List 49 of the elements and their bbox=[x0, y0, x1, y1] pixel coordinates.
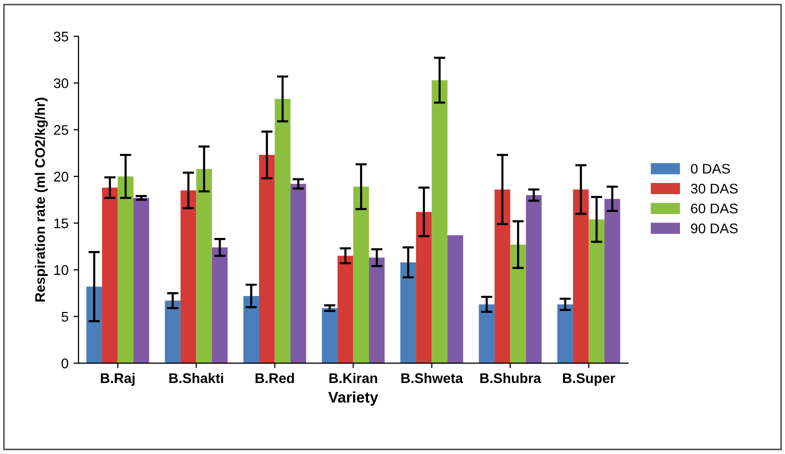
bar bbox=[416, 212, 432, 364]
bar bbox=[180, 190, 196, 364]
legend-label: 90 DAS bbox=[691, 223, 738, 234]
y-tick-label: 5 bbox=[62, 312, 68, 322]
legend-label: 30 DAS bbox=[690, 184, 738, 194]
x-tick-label: B.Shubra bbox=[480, 372, 542, 384]
x-axis-title: Variety bbox=[328, 391, 378, 406]
bar bbox=[604, 198, 620, 364]
x-tick-label: B.Raj bbox=[100, 372, 135, 386]
bar bbox=[338, 256, 354, 364]
bar bbox=[368, 258, 385, 364]
y-tick-label: 15 bbox=[54, 218, 68, 228]
bar bbox=[86, 286, 102, 364]
bar bbox=[526, 195, 542, 364]
bar bbox=[118, 176, 134, 364]
bar bbox=[133, 198, 150, 364]
bar bbox=[259, 154, 275, 364]
bar bbox=[432, 80, 448, 364]
bar bbox=[447, 235, 464, 364]
bar bbox=[196, 168, 212, 364]
bar bbox=[494, 189, 510, 364]
bar bbox=[400, 262, 416, 364]
y-axis-title: Respiration rate (ml CO2/kg/hr) bbox=[34, 98, 48, 302]
bar bbox=[322, 308, 338, 364]
bar bbox=[243, 296, 260, 364]
x-tick-label: B.Shakti bbox=[169, 372, 224, 384]
x-tick-label: B.Kiran bbox=[329, 372, 378, 384]
legend-label: 60 DAS bbox=[691, 204, 738, 214]
y-tick-label: 25 bbox=[54, 125, 68, 135]
bar bbox=[557, 304, 574, 364]
y-tick-label: 20 bbox=[54, 172, 68, 182]
bar bbox=[164, 300, 181, 364]
x-tick-label: B.Super bbox=[563, 373, 616, 386]
bar bbox=[573, 189, 589, 364]
bar bbox=[212, 247, 228, 364]
y-tick-label: 30 bbox=[54, 78, 68, 88]
y-tick-label: 10 bbox=[54, 265, 68, 275]
bar bbox=[353, 186, 369, 364]
bar bbox=[510, 244, 526, 364]
y-tick-label: 35 bbox=[54, 32, 68, 42]
bar bbox=[290, 184, 306, 364]
bar bbox=[102, 188, 118, 364]
legend-label: 0 DAS bbox=[690, 164, 730, 174]
bar bbox=[478, 304, 495, 364]
x-tick-label: B.Shweta bbox=[401, 372, 464, 384]
bar bbox=[274, 98, 290, 364]
bar bbox=[588, 219, 604, 364]
x-tick-label: B.Red bbox=[256, 372, 294, 384]
y-tick-label: 0 bbox=[62, 358, 68, 368]
